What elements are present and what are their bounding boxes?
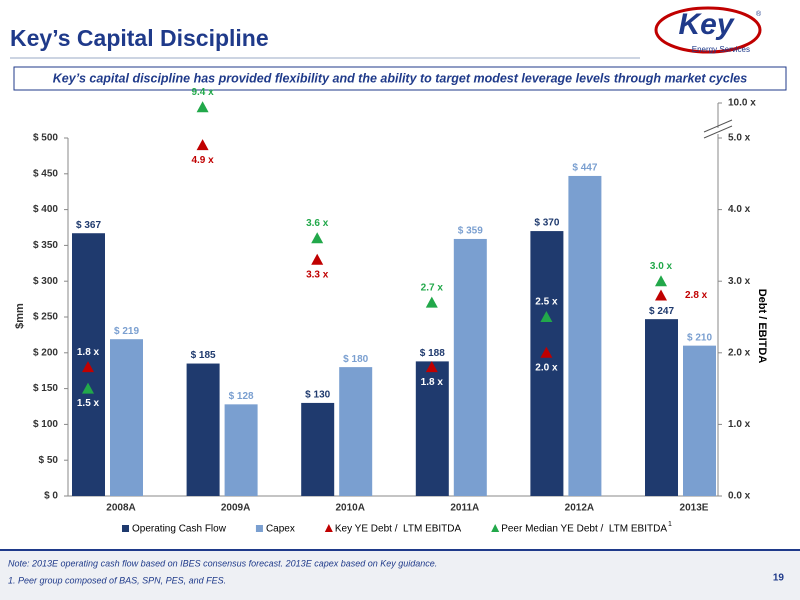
x-tick-label: 2010A [335,503,364,514]
marker-value-label: 1.8 x [421,377,444,388]
x-tick-label: 2012A [565,503,594,514]
marker [540,311,553,322]
legend-swatch [491,524,500,532]
bar-value-label: $ 210 [687,332,712,343]
bar [453,238,487,496]
bar [683,345,716,496]
marker [655,289,667,301]
y-tick-label: $ 50 [39,455,59,466]
marker [82,382,94,394]
legend-swatch [122,525,129,532]
y-tick-label: $ 150 [33,383,58,394]
logo-swoosh [654,6,762,54]
bar [110,339,143,496]
marker-value-label: 2.0 x [535,362,558,373]
y2-tick-label: 1.0 x [728,419,751,430]
axis-break [703,125,733,139]
bar-value-label: $ 367 [76,220,101,231]
bar [530,231,564,496]
marker [425,361,438,373]
y-tick-label: $ 400 [33,204,58,215]
bar-value-label: $ 185 [191,350,216,361]
bar [186,363,220,496]
slide-title: Key’s Capital Discipline [10,25,269,51]
y2-tick-label: 3.0 x [728,276,751,287]
y-tick-label: $ 100 [33,419,58,430]
axis-break [703,119,733,133]
bar [224,404,258,496]
marker-value-label: 1.8 x [77,347,100,358]
marker [425,296,438,308]
bar-value-label: $ 128 [229,391,254,402]
x-tick-label: 2008A [106,503,135,514]
legend-footnote-ref: 1 [668,521,672,528]
y-axis-title: $mm [14,303,26,329]
marker [196,101,209,113]
y2-tick-label: 10.0 x [728,98,756,109]
x-tick-label: 2009A [221,503,250,514]
logo: Key [678,8,734,41]
bar [339,367,373,496]
page-number: 19 [773,573,785,584]
bar-value-label: $ 370 [534,218,559,229]
bar-value-label: $ 188 [420,348,445,359]
y2-tick-label: 2.0 x [728,347,751,358]
logo-mark: ® [756,10,762,18]
marker-value-label: 3.0 x [650,261,673,272]
y2-tick-label: 5.0 x [728,133,751,144]
marker-value-label: 3.6 x [306,218,329,229]
bar [645,319,678,496]
marker-value-label: 3.3 x [306,269,329,280]
subtitle-box [13,66,787,91]
footnote: Note: 2013E operating cash flow based on… [8,558,437,568]
bar-value-label: $ 130 [305,390,330,401]
marker [82,361,94,373]
bar-value-label: $ 180 [343,354,368,365]
footer-band [0,550,800,600]
y2-axis-title: Debt / EBITDA [756,289,768,364]
y-tick-label: $ 300 [33,276,58,287]
marker-value-label: 2.5 x [535,297,558,308]
y-tick-label: $ 200 [33,347,58,358]
bar [568,175,602,496]
y-tick-label: $ 500 [33,133,58,144]
marker [311,253,324,265]
y-tick-label: $ 250 [33,312,58,323]
x-tick-label: 2013E [680,503,709,514]
marker [196,139,209,151]
subtitle: Key’s capital discipline has provided fl… [53,71,747,85]
legend-label: Capex [266,524,295,535]
bar-value-label: $ 359 [458,226,483,237]
marker [311,232,324,244]
marker-value-label: 2.8 x [685,290,708,301]
footnote: 1. Peer group composed of BAS, SPN, PES,… [8,575,226,585]
y2-tick-label: 4.0 x [728,204,751,215]
bar [301,402,335,496]
y-tick-label: $ 350 [33,240,58,251]
legend-swatch [255,525,263,532]
legend-label: Operating Cash Flow [132,524,227,535]
bar-value-label: $ 247 [649,306,674,317]
marker [655,275,667,287]
marker-value-label: 9.4 x [191,87,214,98]
bar [415,361,449,496]
legend-label: Key YE Debt / LTM EBITDA [335,524,462,535]
marker [540,346,553,358]
y-tick-label: $ 0 [44,491,58,502]
bar-value-label: $ 219 [114,326,139,337]
marker-value-label: 1.5 x [77,398,100,409]
legend-label: Peer Median YE Debt / LTM EBITDA [501,524,667,535]
x-tick-label: 2011A [450,503,479,514]
marker-value-label: 2.7 x [421,282,444,293]
legend-swatch [324,524,333,532]
bar-value-label: $ 447 [572,163,597,174]
logo-tagline: Energy Services [692,45,750,54]
y2-tick-label: 0.0 x [728,491,751,502]
y-tick-label: $ 450 [33,168,58,179]
marker-value-label: 4.9 x [191,155,214,166]
